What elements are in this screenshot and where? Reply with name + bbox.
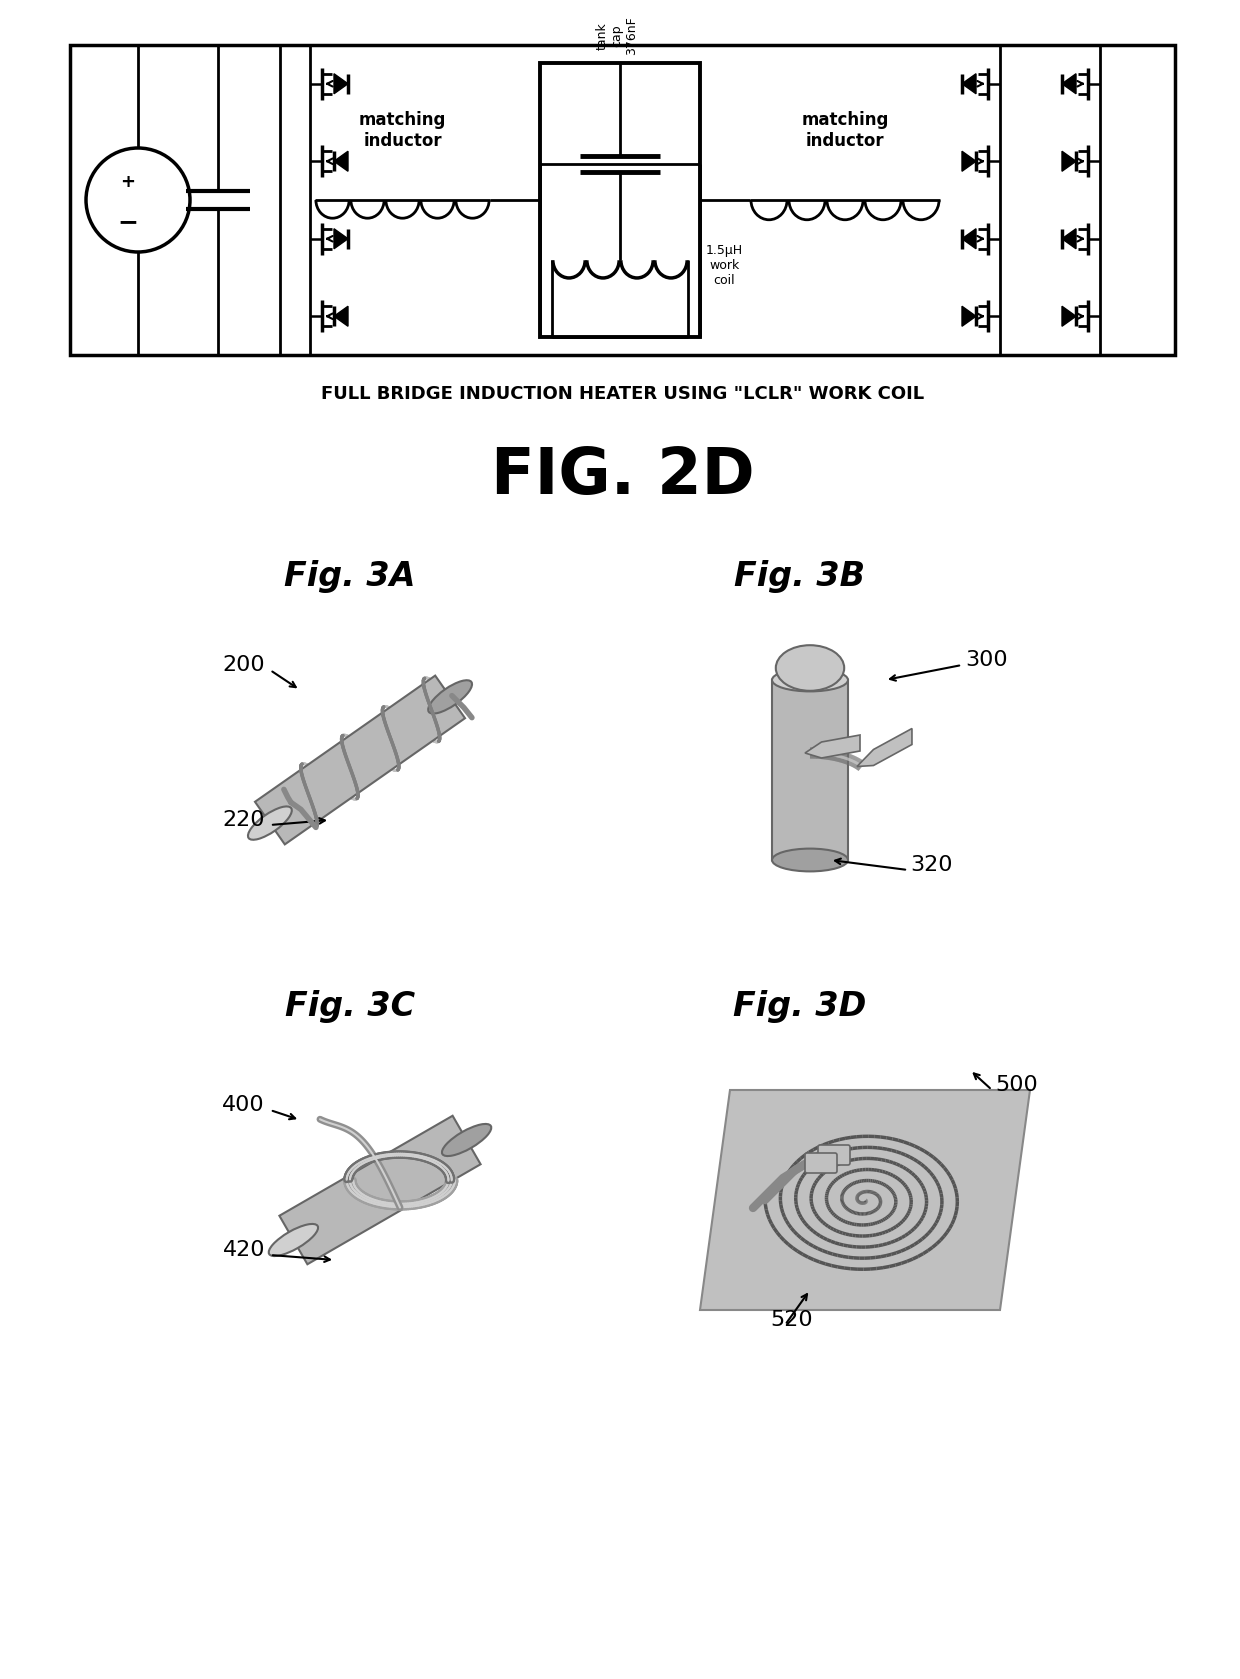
Polygon shape — [334, 228, 348, 248]
Bar — [773, 680, 848, 860]
Polygon shape — [962, 228, 976, 248]
Text: tank
cap
376nF: tank cap 376nF — [595, 17, 639, 55]
Bar — [539, 64, 701, 337]
Ellipse shape — [269, 1224, 319, 1256]
Text: 500: 500 — [994, 1075, 1038, 1095]
Ellipse shape — [773, 848, 848, 871]
Ellipse shape — [441, 1123, 491, 1157]
Ellipse shape — [428, 680, 472, 714]
Text: Fig. 3D: Fig. 3D — [733, 991, 867, 1023]
Polygon shape — [1061, 306, 1076, 326]
Polygon shape — [334, 306, 348, 326]
Polygon shape — [805, 735, 861, 757]
Ellipse shape — [776, 645, 844, 690]
Polygon shape — [1061, 151, 1076, 171]
Text: +: + — [120, 173, 135, 191]
Text: matching
inductor: matching inductor — [801, 111, 889, 149]
Text: 400: 400 — [222, 1095, 265, 1115]
Text: Fig. 3B: Fig. 3B — [734, 561, 866, 593]
Polygon shape — [279, 1117, 481, 1264]
Polygon shape — [334, 151, 348, 171]
Text: 420: 420 — [222, 1241, 265, 1259]
Polygon shape — [857, 729, 911, 767]
Text: Fig. 3C: Fig. 3C — [285, 991, 415, 1023]
Polygon shape — [1061, 74, 1076, 94]
Bar — [69, 45, 1176, 354]
Text: 200: 200 — [222, 655, 265, 675]
Text: 1.5μH
work
coil: 1.5μH work coil — [706, 243, 743, 287]
Text: 300: 300 — [965, 650, 1008, 670]
Polygon shape — [962, 74, 976, 94]
FancyBboxPatch shape — [818, 1145, 849, 1165]
Text: 520: 520 — [770, 1310, 812, 1330]
Text: FULL BRIDGE INDUCTION HEATER USING "LCLR" WORK COIL: FULL BRIDGE INDUCTION HEATER USING "LCLR… — [321, 384, 924, 403]
Polygon shape — [962, 306, 976, 326]
Polygon shape — [962, 151, 976, 171]
Text: FIG. 2D: FIG. 2D — [491, 445, 754, 507]
Polygon shape — [255, 675, 465, 845]
Ellipse shape — [248, 806, 291, 840]
Polygon shape — [701, 1090, 1030, 1310]
Text: 320: 320 — [910, 855, 952, 875]
Text: matching
inductor: matching inductor — [358, 111, 446, 149]
Polygon shape — [334, 74, 348, 94]
Text: −: − — [118, 210, 139, 233]
Text: 220: 220 — [222, 809, 265, 829]
Polygon shape — [1061, 228, 1076, 248]
Text: Fig. 3A: Fig. 3A — [284, 561, 415, 593]
FancyBboxPatch shape — [805, 1153, 837, 1174]
Ellipse shape — [773, 668, 848, 692]
